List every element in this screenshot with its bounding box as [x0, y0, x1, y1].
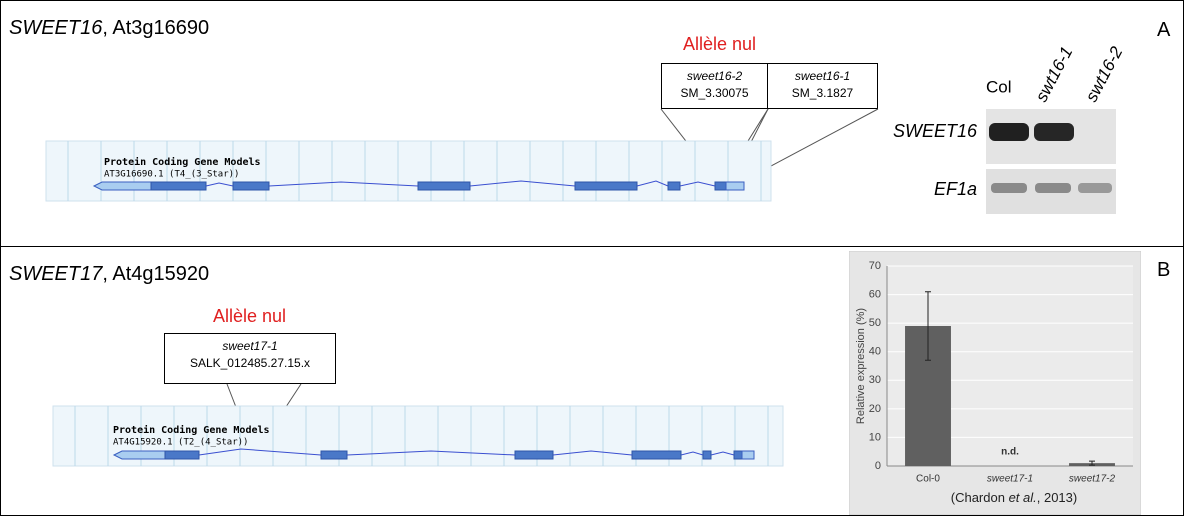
- lane-label: swt16-2: [1082, 43, 1127, 105]
- allele-box: sweet17-1 SALK_012485.27.15.x: [164, 333, 336, 384]
- allele-id: SM_3.1827: [791, 86, 854, 100]
- lane-label: Col: [986, 77, 1012, 96]
- allele-name: sweet17-1: [222, 339, 278, 353]
- allele-id: SM_3.30075: [680, 86, 749, 100]
- allele-box: sweet16-2 SM_3.30075: [661, 63, 768, 109]
- y-tick-label: 50: [869, 317, 881, 329]
- locus: , At4g15920: [102, 263, 210, 285]
- x-tick-label: sweet17-1: [987, 474, 1033, 485]
- gel: Col swt16-1 swt16-2 SWEET16 EF1a: [893, 43, 1127, 214]
- y-axis-label: Relative expression (%): [855, 308, 867, 424]
- divider: [1, 246, 1183, 247]
- gene-name: SWEET17: [9, 263, 103, 285]
- y-tick-label: 70: [869, 260, 881, 272]
- gene-model-id: AT3G16690.1 (T4_(3_Star)): [104, 170, 239, 180]
- source-part: et al.: [1009, 490, 1037, 505]
- panel-letter: B: [1157, 259, 1171, 281]
- allele-id: SALK_012485.27.15.x: [189, 356, 311, 370]
- annotation: n.d.: [1001, 447, 1019, 458]
- allele-heading: Allèle nul: [683, 34, 757, 54]
- x-tick-label: sweet17-2: [1069, 474, 1116, 485]
- gene-model-id: AT4G15920.1 (T2_(4_Star)): [113, 438, 248, 448]
- y-tick-label: 20: [869, 403, 881, 415]
- y-tick-label: 0: [875, 460, 881, 472]
- row-label: EF1a: [934, 179, 977, 199]
- locus: , At3g16690: [102, 17, 210, 39]
- error-bar: [925, 291, 931, 361]
- panel-title: SWEET17, At4g15920: [9, 263, 209, 286]
- track-title: Protein Coding Gene Models: [113, 424, 270, 436]
- track-title: Protein Coding Gene Models: [104, 156, 261, 168]
- allele-heading: Allèle nul: [213, 306, 287, 326]
- allele-name: sweet16-1: [794, 69, 851, 83]
- error-bar: [1089, 460, 1095, 466]
- source-part: , 2013): [1037, 490, 1077, 505]
- bar-chart: 0 10 20 30 40 50 60 70 Relative expression (%) Co…: [849, 251, 1141, 515]
- allele-name: sweet16-2: [686, 69, 743, 83]
- x-tick-label: Col-0: [916, 474, 940, 485]
- panel-letter: A: [1157, 19, 1171, 41]
- y-tick-label: 40: [869, 346, 881, 358]
- gene-track: Protein Coding Gene Models AT3G16690.1 (…: [45, 140, 772, 202]
- gene-track: Protein Coding Gene Models AT4G15920.1 (…: [52, 405, 784, 467]
- source-part: (Chardon: [951, 490, 1009, 505]
- allele-box: sweet16-1 SM_3.1827: [767, 63, 878, 109]
- panel-title: SWEET16, At3g16690: [9, 17, 209, 40]
- y-tick-label: 30: [869, 374, 881, 386]
- source-caption: (Chardon et al., 2013): [951, 490, 1077, 505]
- y-tick-label: 10: [869, 431, 881, 443]
- row-label: SWEET16: [893, 121, 978, 141]
- gene-name: SWEET16: [9, 17, 103, 39]
- y-tick-label: 60: [869, 288, 881, 300]
- lane-label: swt16-1: [1032, 44, 1077, 105]
